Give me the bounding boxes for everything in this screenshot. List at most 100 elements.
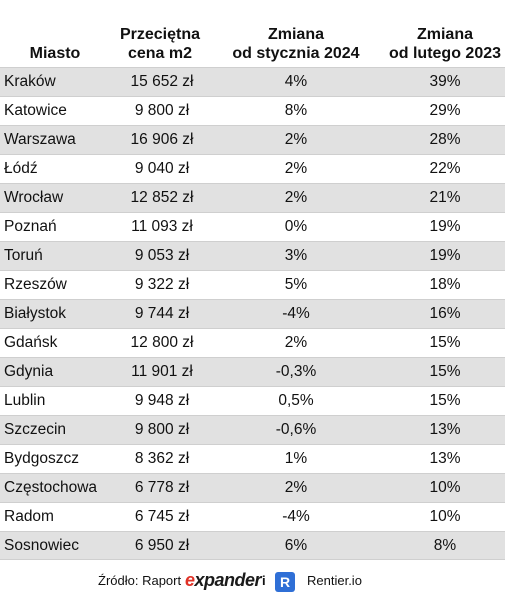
change-jan-cell: 2% (284, 189, 308, 206)
change-jan-cell: -4% (282, 508, 310, 525)
change-feb-cell: 29% (429, 102, 461, 119)
price-cell: 9 322 zł (134, 276, 190, 293)
city-cell: Bydgoszcz (4, 450, 79, 467)
change-jan-cell: 2% (284, 334, 308, 351)
table-row: Lublin 9 948 zł 0,5% 15% (0, 386, 505, 415)
expander-logo-rest: xpander (194, 570, 262, 590)
change-feb-cell: 19% (429, 218, 461, 235)
header-price: Przeciętna cena m2 (108, 25, 212, 63)
price-cell: 9 744 zł (134, 305, 190, 322)
header-change-feb: Zmiana od lutego 2023 (380, 25, 507, 63)
price-cell: 9 053 zł (134, 247, 190, 264)
header-price-line1: Przeciętna (119, 26, 201, 43)
city-cell: Radom (4, 508, 54, 525)
change-feb-cell: 13% (429, 450, 461, 467)
price-cell: 9 948 zł (134, 392, 190, 409)
change-jan-cell: 2% (284, 160, 308, 177)
table-row: Gdynia 11 901 zł -0,3% 15% (0, 357, 505, 386)
city-cell: Wrocław (4, 189, 64, 206)
change-jan-cell: 6% (284, 537, 308, 554)
city-cell: Katowice (4, 102, 67, 119)
header-jan-line2: od stycznia 2024 (232, 45, 360, 62)
table-row: Katowice 9 800 zł 8% 29% (0, 96, 505, 125)
city-cell: Toruń (4, 247, 43, 264)
price-cell: 12 852 zł (130, 189, 194, 206)
change-jan-cell: 0,5% (278, 392, 314, 409)
price-cell: 9 040 zł (134, 160, 190, 177)
city-cell: Gdynia (4, 363, 54, 380)
change-jan-cell: 1% (284, 450, 308, 467)
price-cell: 11 093 zł (131, 218, 193, 235)
change-feb-cell: 39% (429, 73, 461, 90)
table-row: Sosnowiec 6 950 zł 6% 8% (0, 531, 505, 560)
change-feb-cell: 28% (429, 131, 461, 148)
change-feb-cell: 16% (429, 305, 461, 322)
price-table: Kraków 15 652 zł 4% 39% Katowice 9 800 z… (0, 67, 505, 560)
price-cell: 8 362 zł (134, 450, 190, 467)
city-cell: Rzeszów (4, 276, 67, 293)
source-footer: Źródło: Raport expander i R Rentier.io (0, 568, 507, 594)
city-cell: Białystok (4, 305, 67, 322)
table-row: Radom 6 745 zł -4% 10% (0, 502, 505, 531)
price-cell: 12 800 zł (130, 334, 194, 351)
price-cell: 6 745 zł (134, 508, 190, 525)
change-feb-cell: 15% (429, 334, 461, 351)
header-jan-line1: Zmiana (267, 26, 324, 43)
city-cell: Łódź (4, 160, 38, 177)
table-row: Bydgoszcz 8 362 zł 1% 13% (0, 444, 505, 473)
city-cell: Warszawa (4, 131, 76, 148)
header-city-label: Miasto (29, 45, 81, 62)
change-jan-cell: 5% (284, 276, 308, 293)
table-header: Miasto Przeciętna cena m2 Zmiana od styc… (0, 0, 507, 66)
city-cell: Lublin (4, 392, 46, 409)
city-cell: Kraków (4, 73, 56, 90)
city-cell: Sosnowiec (4, 537, 79, 554)
price-cell: 6 950 zł (134, 537, 190, 554)
change-feb-cell: 10% (429, 479, 461, 496)
table-row: Białystok 9 744 zł -4% 16% (0, 299, 505, 328)
change-feb-cell: 15% (429, 392, 461, 409)
expander-logo-first-letter: e (185, 570, 195, 590)
change-jan-cell: 2% (284, 479, 308, 496)
change-feb-cell: 22% (429, 160, 461, 177)
price-cell: 15 652 zł (130, 73, 194, 90)
table-row: Poznań 11 093 zł 0% 19% (0, 212, 505, 241)
price-cell: 9 800 zł (134, 421, 190, 438)
source-conjunction: i (262, 573, 266, 588)
change-feb-cell: 19% (429, 247, 461, 264)
change-feb-cell: 18% (429, 276, 461, 293)
table-row: Warszawa 16 906 zł 2% 28% (0, 125, 505, 154)
table-row: Toruń 9 053 zł 3% 19% (0, 241, 505, 270)
source-label: Źródło: Raport (98, 573, 182, 588)
change-jan-cell: 8% (284, 102, 308, 119)
change-jan-cell: 0% (284, 218, 308, 235)
change-feb-cell: 13% (429, 421, 461, 438)
table-row: Częstochowa 6 778 zł 2% 10% (0, 473, 505, 502)
rentier-logo-icon: R (275, 572, 295, 592)
header-feb-line2: od lutego 2023 (388, 45, 502, 62)
change-jan-cell: -0,3% (275, 363, 317, 380)
change-jan-cell: 2% (284, 131, 308, 148)
table-row: Łódź 9 040 zł 2% 22% (0, 154, 505, 183)
table-row: Rzeszów 9 322 zł 5% 18% (0, 270, 505, 299)
change-jan-cell: -4% (282, 305, 310, 322)
change-feb-cell: 8% (433, 537, 457, 554)
city-cell: Szczecin (4, 421, 67, 438)
header-city: Miasto (2, 44, 108, 63)
price-cell: 9 800 zł (134, 102, 190, 119)
header-feb-line1: Zmiana (416, 26, 473, 43)
city-cell: Poznań (4, 218, 57, 235)
header-price-line2: cena m2 (127, 45, 193, 62)
header-change-jan: Zmiana od stycznia 2024 (232, 25, 360, 63)
change-jan-cell: 3% (284, 247, 308, 264)
city-cell: Gdańsk (4, 334, 58, 351)
price-cell: 6 778 zł (134, 479, 190, 496)
change-feb-cell: 15% (429, 363, 461, 380)
change-jan-cell: -0,6% (275, 421, 317, 438)
table-row: Szczecin 9 800 zł -0,6% 13% (0, 415, 505, 444)
table-row: Gdańsk 12 800 zł 2% 15% (0, 328, 505, 357)
city-cell: Częstochowa (4, 479, 98, 496)
price-cell: 11 901 zł (131, 363, 193, 380)
change-feb-cell: 21% (429, 189, 461, 206)
change-feb-cell: 10% (429, 508, 461, 525)
